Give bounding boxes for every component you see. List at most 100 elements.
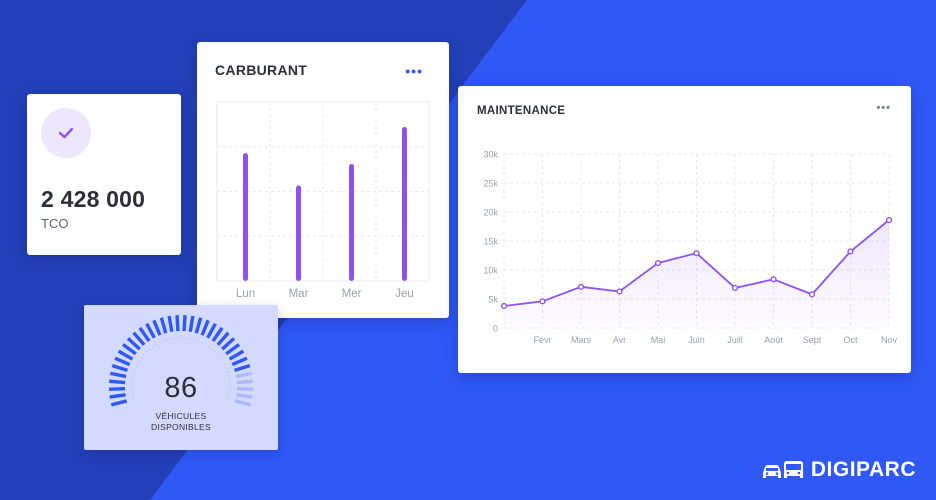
gauge-tick [152,319,162,336]
gauge-tick [236,393,253,399]
gauge-label: VÉHICULES DISPONIBLES [84,411,278,433]
maintenance-x-label: Févr [534,335,552,345]
gauge-dot [190,338,192,340]
gauge-dot [132,394,134,397]
gauge-dot [159,342,161,344]
gauge-dot [204,343,207,346]
gauge-dot [182,337,184,339]
gauge-dot [162,340,165,342]
maintenance-y-label: 0 [493,324,498,334]
maintenance-point [847,248,854,255]
gauge-dot [146,351,148,353]
gauge-dot [131,382,133,385]
gauge-tick [188,315,195,333]
gauge-dot [140,357,143,359]
fuel-x-label: Mar [289,288,309,300]
gauge-ticks [108,315,254,407]
maintenance-area [504,220,889,328]
maintenance-point [539,298,546,305]
gauge-tick [200,319,210,336]
maintenance-x-label: Juill [727,335,743,345]
maintenance-y-label: 5k [488,295,498,305]
brand-logo: DIGIPARC [761,458,916,482]
maintenance-y-label: 20k [483,208,498,218]
gauge-tick [231,356,248,367]
tco-label: TCO [41,216,69,231]
gauge-tick [167,315,174,333]
gauge-dot [131,390,133,393]
gauge-dot [132,374,135,377]
gauge-dot [131,378,134,381]
maintenance-point [654,259,662,267]
gauge-dot [135,367,137,369]
maintenance-x-label: Juin [688,335,705,345]
fuel-title: CARBURANT [215,62,308,78]
fuel-grid [216,101,430,282]
gauge-dot [201,342,203,344]
brand-name: DIGIPARC [810,458,916,481]
gauge-dot [186,337,188,340]
gauge-tick [117,349,134,361]
gauge-tick [126,337,141,351]
gauge-dot [229,386,231,389]
gauge-dot [133,371,136,373]
maintenance-point [731,284,739,292]
gauge-tick [211,326,224,342]
maintenance-point [577,283,585,290]
fuel-bar [402,127,407,281]
gauge-card: 86 VÉHICULES DISPONIBLES [84,305,278,450]
gauge-tick [206,322,217,339]
gauge-tick [109,379,126,385]
maintenance-x-label: Oct [843,335,858,345]
gauge-dot [143,353,145,356]
gauge-dot [228,378,231,381]
gauge-dot [149,348,151,350]
gauge-dot [227,398,230,400]
gauge-dot [214,351,216,353]
gauge-tick [138,326,151,342]
maintenance-y-label: 30k [483,150,498,160]
maintenance-x-label: Sept [803,335,822,345]
maintenance-point [885,217,893,224]
vehicles-icon [762,461,803,478]
gauge-tick [145,322,156,339]
gauge-tick [234,399,252,407]
gauge-dot [217,353,219,356]
gauge-dot [138,360,141,362]
fuel-chart: Lun Mar Mer Jeu [216,101,430,300]
gauge-dot [194,339,196,341]
maintenance-x-label: Août [764,335,783,345]
gauge-dot [228,394,230,397]
maintenance-point [808,291,816,298]
gauge-tick [182,315,187,332]
gauge-dot [229,390,231,393]
gauge-dot [170,338,172,340]
gauge-tick [236,379,253,385]
gauge-dot [155,343,158,346]
tco-card: 2 428 000 TCO [27,94,181,255]
fuel-x-label: Jeu [395,288,414,300]
fuel-x-label: Mer [342,288,362,300]
gauge-dot [227,374,230,377]
maintenance-y-label: 25k [483,179,498,189]
gauge-tick [216,331,230,346]
gauge-dot [219,357,222,359]
tco-value: 2 428 000 [41,186,146,212]
gauge-dot [208,346,210,348]
maintenance-more-dots-icon[interactable]: ••• [876,102,891,114]
gauge-value: 86 [164,372,198,404]
maintenance-point [500,302,508,310]
fuel-more-dots-icon[interactable]: ••• [405,63,423,79]
gauge-dot [223,363,226,366]
maintenance-point [770,276,777,283]
gauge-tick [159,317,168,334]
gauge-tick [109,393,126,399]
gauge-dot [225,367,227,369]
gauge-tick [233,364,251,373]
gauge-dot [174,337,176,340]
check-badge [41,108,91,158]
gauge-tick [194,317,203,334]
maintenance-title: MAINTENANCE [477,105,566,117]
maintenance-x-label: Mars [571,335,591,345]
maintenance-x-label: Avr [613,335,626,345]
